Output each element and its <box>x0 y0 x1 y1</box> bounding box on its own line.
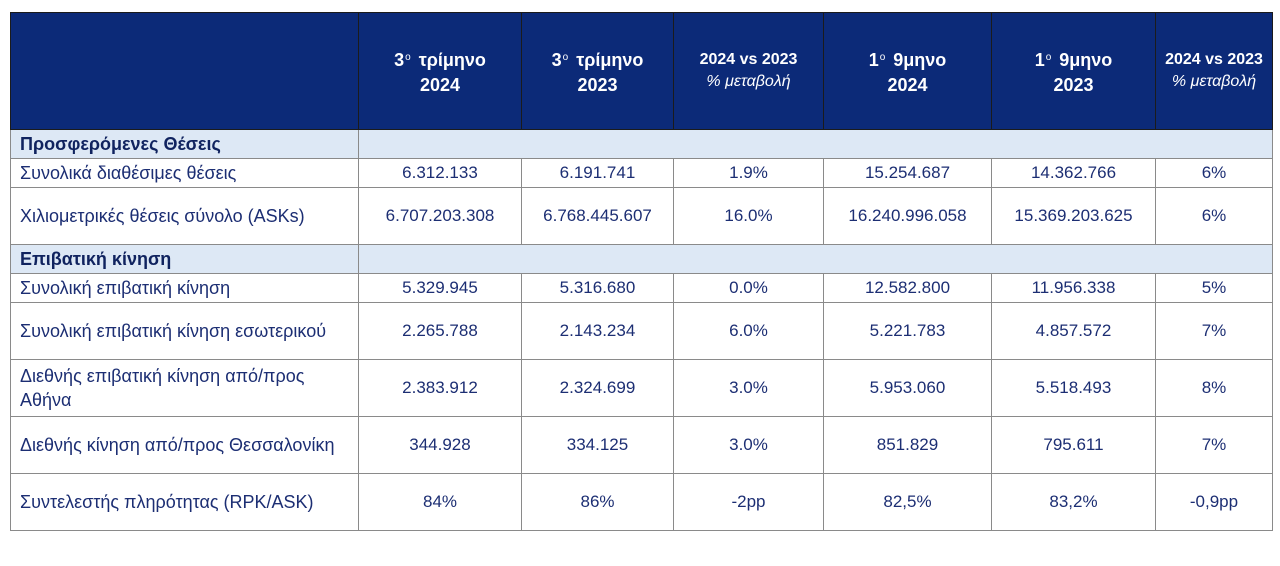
cell-q3-2024: 2.265.788 <box>358 302 522 360</box>
cell-9m-2023: 15.369.203.625 <box>991 187 1156 245</box>
section-row-passenger-traffic: Επιβατική κίνηση <box>10 244 1273 274</box>
cell-9m-2023: 795.611 <box>991 416 1156 474</box>
cell-quarter-change: 3.0% <box>673 359 824 417</box>
header-q3-2024: 3ο τρίμηνο 2024 <box>358 12 522 130</box>
table-row: Διεθνής κίνηση από/προς Θεσσαλονίκη 344.… <box>10 416 1273 474</box>
cell-quarter-change: 16.0% <box>673 187 824 245</box>
cell-9m-2023: 11.956.338 <box>991 273 1156 303</box>
cell-9m-2023: 14.362.766 <box>991 158 1156 188</box>
cell-9m-change: 6% <box>1155 187 1273 245</box>
table-row: Συνολικά διαθέσιμες θέσεις 6.312.133 6.1… <box>10 158 1273 188</box>
traffic-statistics-table: 3ο τρίμηνο 2024 3ο τρίμηνο 2023 2024 vs … <box>10 12 1273 531</box>
section-fill <box>358 129 1273 159</box>
cell-9m-2024: 5.221.783 <box>823 302 992 360</box>
cell-quarter-change: 0.0% <box>673 273 824 303</box>
header-9m-change: 2024 vs 2023 % μεταβολή <box>1155 12 1273 130</box>
section-label-offered-seats: Προσφερόμενες Θέσεις <box>10 129 359 159</box>
cell-q3-2024: 344.928 <box>358 416 522 474</box>
cell-9m-change: 7% <box>1155 302 1273 360</box>
cell-9m-change: 8% <box>1155 359 1273 417</box>
cell-9m-2024: 16.240.996.058 <box>823 187 992 245</box>
row-label: Συνολική επιβατική κίνηση <box>10 273 359 303</box>
cell-9m-change: 7% <box>1155 416 1273 474</box>
row-label: Συντελεστής πληρότητας (RPK/ASK) <box>10 473 359 531</box>
row-label: Συνολική επιβατική κίνηση εσωτερικού <box>10 302 359 360</box>
header-9m-2023: 1ο 9μηνο 2023 <box>991 12 1156 130</box>
cell-q3-2024: 2.383.912 <box>358 359 522 417</box>
cell-q3-2024: 6.707.203.308 <box>358 187 522 245</box>
cell-q3-2024: 84% <box>358 473 522 531</box>
section-fill <box>358 244 1273 274</box>
table-row: Συντελεστής πληρότητας (RPK/ASK) 84% 86%… <box>10 473 1273 531</box>
cell-quarter-change: -2pp <box>673 473 824 531</box>
cell-9m-change: 5% <box>1155 273 1273 303</box>
row-label: Χιλιομετρικές θέσεις σύνολο (ASKs) <box>10 187 359 245</box>
cell-q3-2023: 2.143.234 <box>521 302 674 360</box>
cell-q3-2024: 5.329.945 <box>358 273 522 303</box>
cell-9m-change: -0,9pp <box>1155 473 1273 531</box>
cell-q3-2023: 334.125 <box>521 416 674 474</box>
traffic-table-container: 3ο τρίμηνο 2024 3ο τρίμηνο 2023 2024 vs … <box>10 12 1273 531</box>
table-row: Διεθνής επιβατική κίνηση από/προς Αθήνα … <box>10 359 1273 417</box>
header-9m-2024: 1ο 9μηνο 2024 <box>823 12 992 130</box>
cell-quarter-change: 6.0% <box>673 302 824 360</box>
row-label: Συνολικά διαθέσιμες θέσεις <box>10 158 359 188</box>
cell-9m-2023: 4.857.572 <box>991 302 1156 360</box>
header-quarter-change: 2024 vs 2023 % μεταβολή <box>673 12 824 130</box>
cell-9m-2024: 5.953.060 <box>823 359 992 417</box>
cell-quarter-change: 1.9% <box>673 158 824 188</box>
cell-q3-2023: 6.191.741 <box>521 158 674 188</box>
cell-q3-2023: 2.324.699 <box>521 359 674 417</box>
cell-9m-change: 6% <box>1155 158 1273 188</box>
cell-q3-2023: 6.768.445.607 <box>521 187 674 245</box>
table-row: Συνολική επιβατική κίνηση εσωτερικού 2.2… <box>10 302 1273 360</box>
cell-q3-2023: 5.316.680 <box>521 273 674 303</box>
cell-9m-2024: 12.582.800 <box>823 273 992 303</box>
section-row-offered-seats: Προσφερόμενες Θέσεις <box>10 129 1273 159</box>
cell-9m-2023: 5.518.493 <box>991 359 1156 417</box>
table-row: Χιλιομετρικές θέσεις σύνολο (ASKs) 6.707… <box>10 187 1273 245</box>
cell-q3-2024: 6.312.133 <box>358 158 522 188</box>
table-row: Συνολική επιβατική κίνηση 5.329.945 5.31… <box>10 273 1273 303</box>
header-q3-2023: 3ο τρίμηνο 2023 <box>521 12 674 130</box>
header-blank-cell <box>10 12 359 130</box>
section-label-passenger-traffic: Επιβατική κίνηση <box>10 244 359 274</box>
cell-quarter-change: 3.0% <box>673 416 824 474</box>
row-label: Διεθνής κίνηση από/προς Θεσσαλονίκη <box>10 416 359 474</box>
cell-9m-2023: 83,2% <box>991 473 1156 531</box>
cell-9m-2024: 851.829 <box>823 416 992 474</box>
row-label: Διεθνής επιβατική κίνηση από/προς Αθήνα <box>10 359 359 417</box>
cell-9m-2024: 82,5% <box>823 473 992 531</box>
header-row: 3ο τρίμηνο 2024 3ο τρίμηνο 2023 2024 vs … <box>10 12 1273 130</box>
cell-9m-2024: 15.254.687 <box>823 158 992 188</box>
cell-q3-2023: 86% <box>521 473 674 531</box>
